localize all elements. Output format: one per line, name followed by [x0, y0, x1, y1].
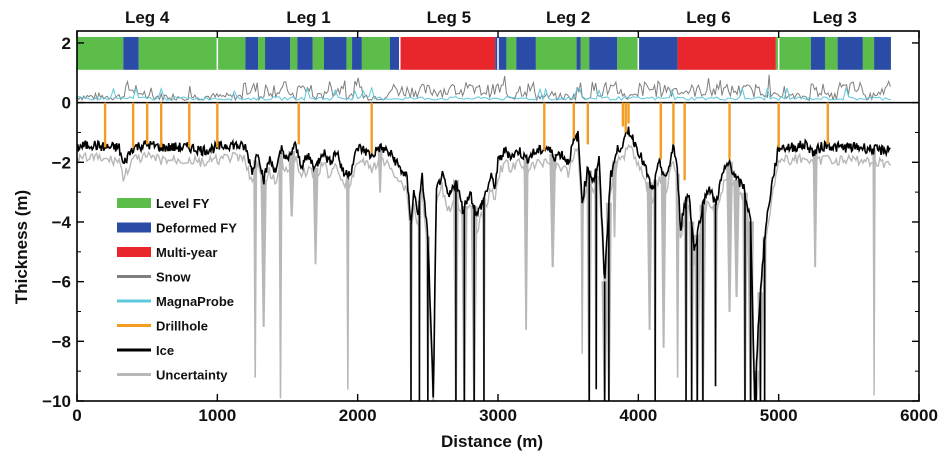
ice-type-segment [589, 36, 618, 70]
ice-type-segment [824, 36, 838, 70]
uncertainty-band [523, 158, 529, 330]
legend-label: Multi-year [156, 245, 217, 260]
ice-type-segment [576, 36, 581, 70]
y-tick-label: −2 [52, 153, 71, 172]
ice-type-segment [346, 36, 353, 70]
ice-type-segment [506, 36, 517, 70]
ice-type-segment [535, 36, 577, 70]
y-tick-label: 2 [62, 34, 71, 53]
legend-swatch [117, 247, 151, 257]
ice-type-segment [312, 36, 324, 70]
legend-label: Drillhole [156, 319, 208, 334]
uncertainty-band [580, 200, 584, 354]
uncertainty-band [660, 172, 667, 348]
ice-type-segment [677, 36, 776, 70]
y-tick-label: −8 [52, 332, 71, 351]
ice-type-segment [638, 36, 678, 70]
legend-label: Ice [156, 343, 174, 358]
uncertainty-band [812, 151, 818, 268]
leg-label: Leg 3 [813, 8, 857, 27]
uncertainty-band [278, 152, 283, 399]
leg-label: Leg 4 [125, 8, 170, 27]
y-tick-label: −10 [42, 392, 71, 411]
ice-type-segment [580, 36, 590, 70]
plot-clip-group [77, 36, 919, 401]
ice-type-segment [138, 36, 246, 70]
x-tick-label: 1000 [198, 406, 236, 425]
y-tick-label: 0 [62, 94, 71, 113]
uncertainty-band [726, 161, 734, 312]
uncertainty-band [377, 147, 383, 193]
uncertainty-band [646, 182, 653, 330]
ice-type-segment [810, 36, 825, 70]
uncertainty-band [345, 171, 350, 390]
ice-type-segment [123, 36, 139, 70]
ice-type-segment [617, 36, 639, 70]
legend-label: Deformed FY [156, 221, 237, 236]
ice-type-segment [258, 36, 266, 70]
legend-swatch [117, 198, 151, 208]
x-tick-label: 3000 [479, 406, 517, 425]
x-axis-title: Distance (m) [441, 432, 543, 451]
ice-type-segment [265, 36, 291, 70]
uncertainty-band [260, 179, 267, 327]
x-tick-label: 0 [72, 406, 81, 425]
ice-type-segment [399, 36, 496, 70]
ice-type-segment [837, 36, 863, 70]
y-tick-label: −6 [52, 273, 71, 292]
x-tick-label: 4000 [619, 406, 657, 425]
plot-area: Leg 4 Leg 1 Leg 5 Leg 2 Leg 6 Leg 3 0 1000 2000 3… [42, 8, 938, 425]
x-tick-label: 2000 [339, 406, 377, 425]
legend-label: Uncertainty [156, 368, 228, 383]
leg-label: Leg 6 [686, 8, 730, 27]
uncertainty-band [733, 179, 740, 298]
ice-type-segment [245, 36, 259, 70]
x-tick-label: 5000 [760, 406, 798, 425]
uncertainty-band [549, 154, 557, 268]
ice-type-segment [352, 36, 362, 70]
legend-label: Level FY [156, 196, 210, 211]
ice-type-segment [77, 36, 124, 70]
ice-type-segment [516, 36, 536, 70]
uncertainty-band [253, 160, 258, 378]
leg-label: Leg 2 [546, 8, 590, 27]
ice-type-segment [775, 36, 811, 70]
ice-type-segment [874, 36, 891, 70]
legend-swatch [117, 222, 151, 233]
ice-type-segment [297, 36, 313, 70]
ice-type-segment [323, 36, 347, 70]
ice-type-segment [495, 36, 507, 70]
y-axis-title: Thickness (m) [12, 190, 31, 304]
legend-label: Snow [156, 270, 192, 285]
ice-type-segment [389, 36, 400, 70]
leg-label: Leg 1 [286, 8, 330, 27]
uncertainty-band [312, 167, 319, 265]
magnaprobe-line [77, 85, 891, 102]
leg-label: Leg 5 [427, 8, 471, 27]
y-tick-label: −4 [52, 213, 72, 232]
ice-type-segment [290, 36, 298, 70]
ice-type-segment [361, 36, 390, 70]
x-tick-label: 6000 [900, 406, 938, 425]
legend-label: MagnaProbe [156, 294, 234, 309]
snow-line [77, 74, 891, 102]
ice-type-segment [862, 36, 875, 70]
uncertainty-band [872, 149, 876, 396]
